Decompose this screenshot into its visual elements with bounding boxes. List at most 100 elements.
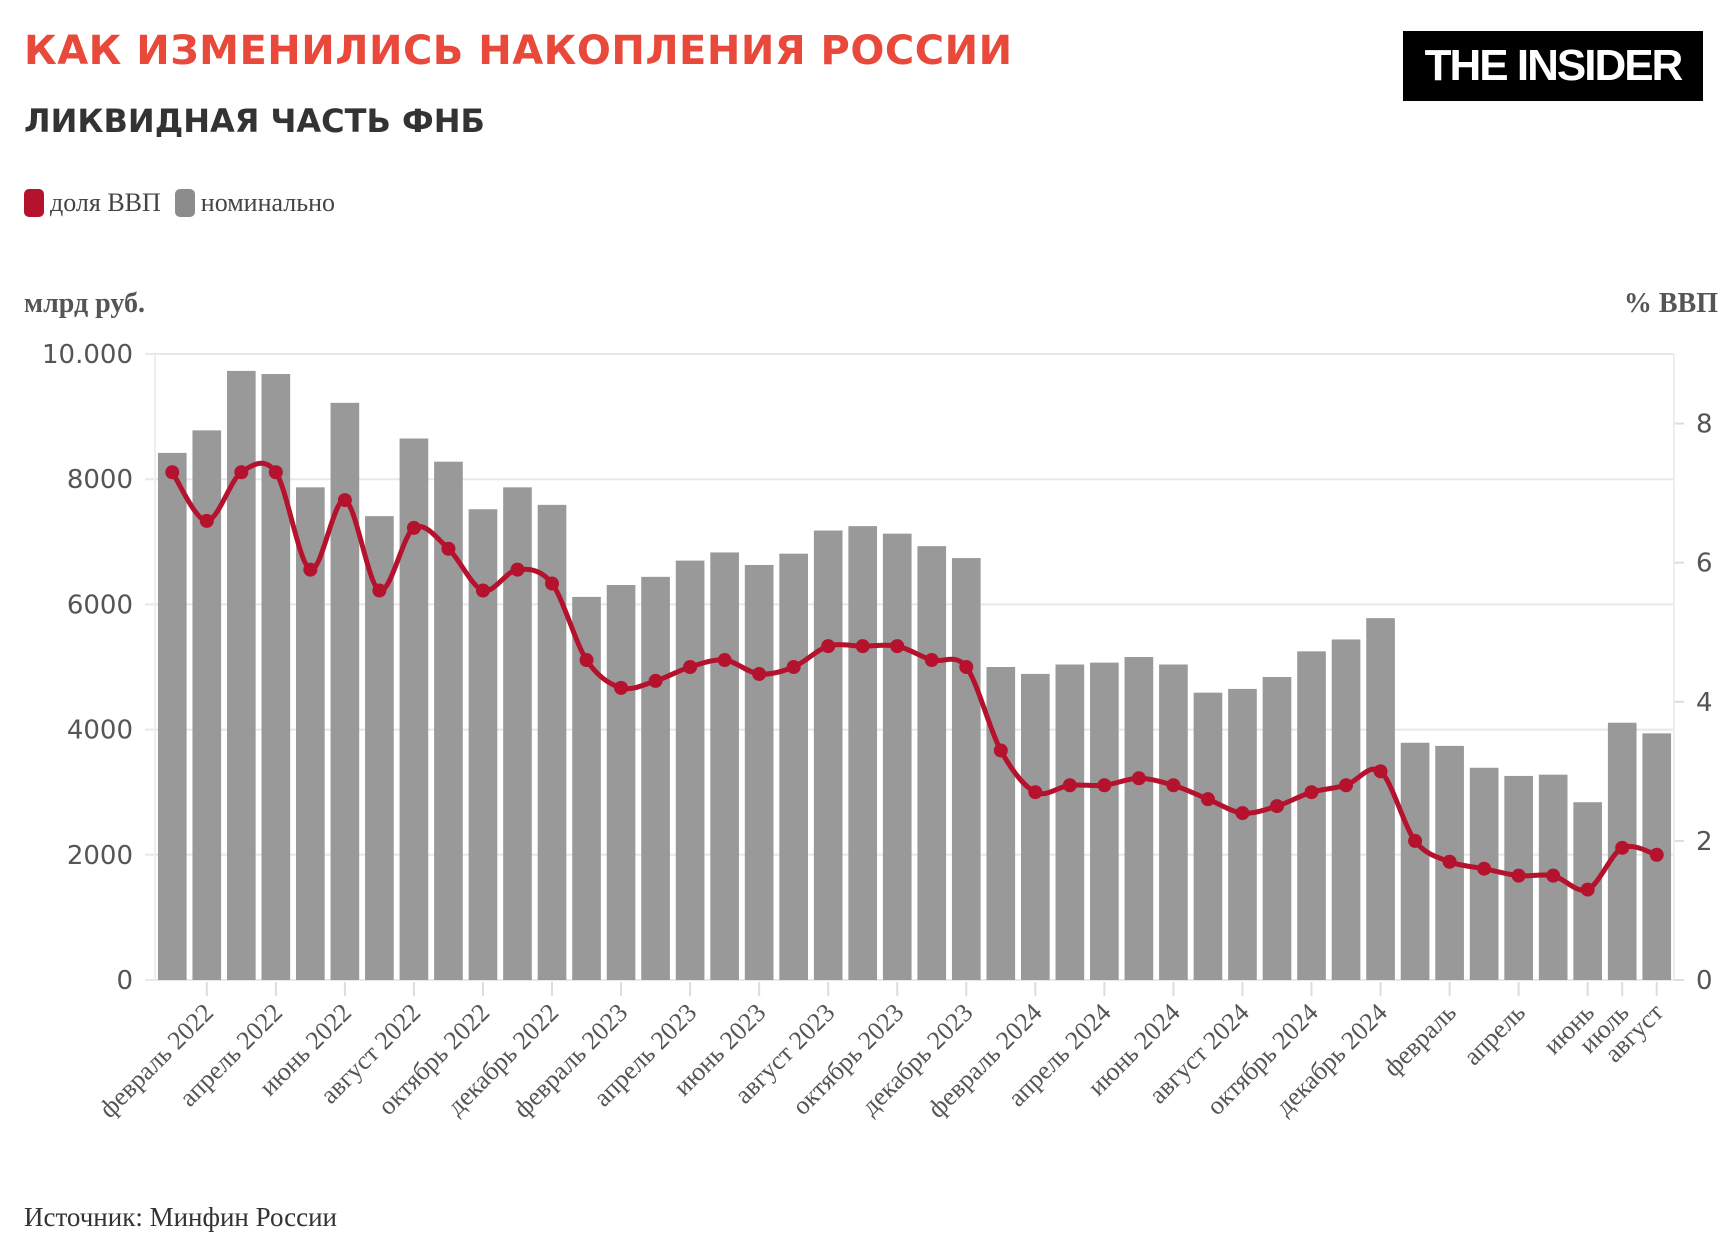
gdp-share-point	[717, 653, 732, 668]
gdp-share-point	[1339, 778, 1354, 793]
gdp-share-point	[165, 465, 180, 480]
x-tick-label: февраль	[1378, 998, 1462, 1082]
gdp-share-point	[406, 520, 421, 535]
gdp-share-point	[337, 493, 352, 508]
gdp-share-point	[1511, 868, 1526, 883]
bar	[951, 558, 981, 980]
y-tick-left: 10.000	[42, 340, 133, 370]
gdp-share-point	[752, 666, 767, 681]
bar	[710, 552, 739, 980]
bar	[1228, 688, 1257, 980]
chart-title: КАК ИЗМЕНИЛИСЬ НАКОПЛЕНИЯ РОССИИ	[24, 28, 1013, 74]
legend-label: доля ВВП	[50, 188, 161, 217]
bar	[744, 564, 774, 980]
gdp-share-point	[303, 562, 318, 577]
the-insider-logo: THE INSIDER	[1403, 31, 1703, 101]
bar	[1366, 618, 1395, 980]
gdp-share-point	[993, 743, 1008, 758]
bar	[1400, 742, 1430, 980]
y-tick-right: 0	[1696, 966, 1713, 996]
gdp-share-point	[1097, 778, 1112, 793]
bar	[1124, 656, 1154, 980]
gdp-share-point	[614, 680, 629, 695]
gdp-share-point	[683, 660, 698, 674]
bar	[1090, 662, 1119, 980]
gdp-share-point	[234, 465, 249, 480]
bar	[330, 402, 360, 980]
gdp-share-point	[890, 639, 905, 654]
legend-item-nominal[interactable]: номинально	[174, 188, 335, 218]
gdp-share-point	[579, 653, 594, 668]
bar	[606, 584, 636, 980]
legend-item-gdp-share[interactable]: доля ВВП	[24, 188, 161, 218]
y-tick-left: 2000	[67, 841, 133, 871]
left-axis-title: млрд руб.	[24, 288, 145, 319]
gdp-share-point	[821, 639, 836, 654]
bar	[399, 438, 429, 980]
bar	[986, 667, 1016, 980]
bar	[675, 560, 705, 980]
bar	[641, 576, 670, 980]
legend-swatch-red	[24, 189, 44, 217]
bar	[1331, 639, 1361, 980]
gdp-share-point	[199, 513, 214, 528]
bar	[157, 452, 187, 981]
right-axis-title: % ВВП	[1623, 288, 1718, 319]
bar	[1297, 651, 1326, 980]
gdp-share-point	[1615, 840, 1630, 855]
bar	[779, 553, 808, 980]
chart-subtitle: ЛИКВИДНАЯ ЧАСТЬ ФНБ	[24, 102, 485, 140]
source-note: Источник: Минфин России	[24, 1202, 338, 1232]
y-tick-right: 2	[1696, 827, 1713, 857]
gdp-share-point	[1131, 771, 1146, 786]
gdp-share-point	[372, 583, 387, 598]
bar	[503, 487, 532, 980]
gdp-share-point	[1235, 806, 1250, 821]
x-tick-label: апрель	[1458, 998, 1531, 1071]
gdp-share-point	[924, 653, 939, 668]
y-tick-right: 6	[1696, 549, 1713, 579]
bar	[1055, 664, 1085, 980]
gdp-share-point	[1546, 868, 1561, 883]
gdp-share-point	[1200, 792, 1215, 807]
gdp-share-point	[475, 583, 490, 598]
gdp-share-point	[1649, 847, 1664, 862]
bar	[813, 530, 843, 980]
gdp-share-point	[268, 465, 283, 480]
gdp-share-point	[1028, 785, 1043, 800]
gdp-share-point	[441, 541, 456, 556]
y-tick-left: 8000	[67, 465, 133, 495]
gdp-share-point	[959, 660, 974, 674]
legend-label: номинально	[200, 188, 335, 217]
gdp-share-point	[855, 639, 870, 654]
bar	[917, 546, 947, 980]
gdp-share-point	[510, 562, 525, 577]
bar	[1159, 664, 1188, 980]
y-tick-right: 4	[1696, 688, 1713, 718]
bar	[1262, 677, 1292, 980]
bar	[226, 370, 256, 981]
gdp-share-point	[1580, 882, 1595, 897]
legend: доля ВВП номинально	[24, 188, 349, 218]
y-tick-right: 8	[1696, 410, 1713, 440]
bar	[1193, 692, 1223, 980]
bar	[882, 533, 912, 980]
gdp-share-point	[1477, 861, 1492, 876]
gdp-share-point	[1408, 833, 1423, 848]
y-tick-left: 4000	[67, 716, 133, 746]
gdp-share-point	[1304, 785, 1319, 800]
bar	[848, 526, 878, 980]
gdp-share-point	[1062, 778, 1077, 793]
gdp-share-point	[1442, 854, 1457, 869]
gdp-share-point	[1269, 799, 1284, 814]
gdp-share-point	[1373, 764, 1388, 779]
legend-swatch-gray	[174, 189, 195, 217]
gdp-share-line	[170, 460, 1658, 893]
gdp-share-point	[786, 660, 801, 674]
bar	[1021, 673, 1050, 980]
gdp-share-point	[545, 576, 560, 591]
y-tick-left: 0	[116, 966, 133, 996]
gdp-share-point	[648, 673, 663, 688]
gdp-share-point	[1166, 778, 1181, 793]
